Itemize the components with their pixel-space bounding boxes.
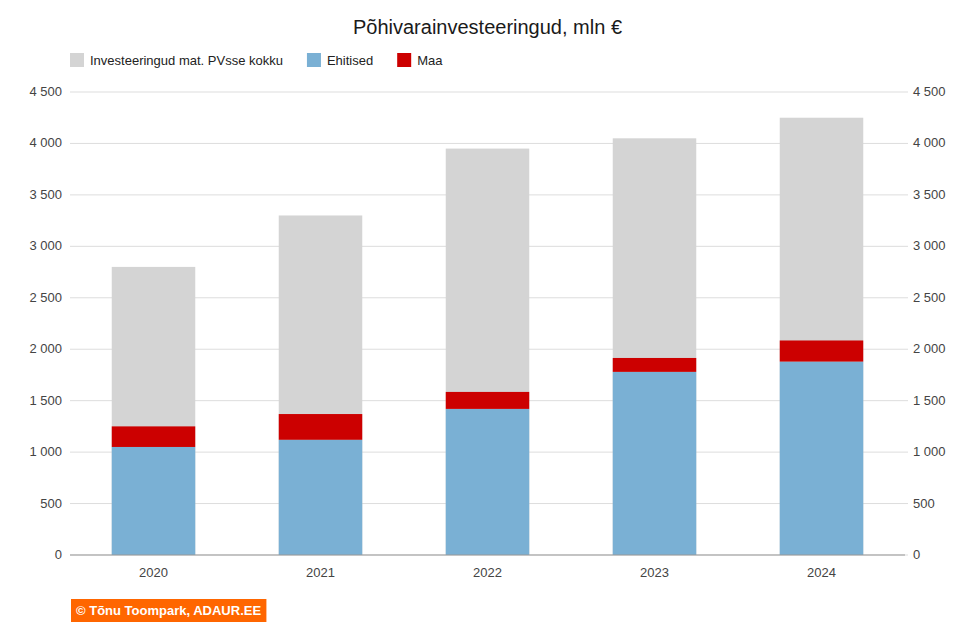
y2-tick-label: 3 000 bbox=[913, 238, 946, 253]
y-tick-label: 2 000 bbox=[29, 341, 62, 356]
legend-label: Maa bbox=[417, 53, 443, 68]
y-tick-label: 4 000 bbox=[29, 135, 62, 150]
y2-tick-label: 3 500 bbox=[913, 187, 946, 202]
grid-line bbox=[70, 92, 905, 93]
grid bbox=[70, 92, 905, 555]
y-tick-label: 3 000 bbox=[29, 238, 62, 253]
y2-tick bbox=[905, 143, 908, 144]
bar bbox=[780, 340, 864, 361]
y2-tick bbox=[905, 452, 908, 453]
y2-tick bbox=[905, 297, 908, 298]
bars bbox=[112, 118, 864, 555]
y2-tick bbox=[905, 555, 908, 556]
legend-swatch bbox=[70, 53, 84, 67]
y-tick-label: 0 bbox=[55, 547, 62, 562]
y2-tick-label: 0 bbox=[913, 547, 920, 562]
watermark-box bbox=[71, 599, 266, 622]
y2-tick bbox=[905, 400, 908, 401]
title: Põhivarainvesteeringud, mln € bbox=[353, 16, 622, 38]
y2-tick bbox=[905, 194, 908, 195]
bar bbox=[780, 118, 864, 555]
legend-label: Investeeringud mat. PVsse kokku bbox=[90, 53, 283, 68]
x-tick-label: 2024 bbox=[807, 565, 836, 580]
bar bbox=[279, 440, 363, 555]
bar bbox=[613, 138, 697, 555]
x-tick-label: 2022 bbox=[473, 565, 502, 580]
chart: Põhivarainvesteeringud, mln € 0 500 1 000 1 … bbox=[0, 0, 975, 637]
y2-tick-label: 2 000 bbox=[913, 341, 946, 356]
y-tick-label: 500 bbox=[40, 496, 62, 511]
bar bbox=[780, 362, 864, 555]
bar bbox=[279, 215, 363, 555]
legend: Investeeringud mat. PVsse kokku Ehitised M… bbox=[70, 53, 443, 68]
y2-tick bbox=[905, 503, 908, 504]
bar bbox=[112, 267, 196, 555]
legend-label: Ehitised bbox=[327, 53, 373, 68]
y2-tick bbox=[905, 349, 908, 350]
x-tick-label: 2021 bbox=[306, 565, 335, 580]
bar bbox=[279, 414, 363, 440]
watermark: © Tõnu Toompark, ADAUR.EE bbox=[71, 599, 266, 622]
y2-tick-label: 4 000 bbox=[913, 135, 946, 150]
bar bbox=[446, 409, 530, 555]
y2-tick-label: 500 bbox=[913, 496, 935, 511]
x-tick-label: 2023 bbox=[640, 565, 669, 580]
y2-tick bbox=[905, 92, 908, 93]
legend-swatch bbox=[397, 53, 411, 67]
bar bbox=[613, 372, 697, 555]
bar bbox=[446, 149, 530, 555]
y2-tick-label: 2 500 bbox=[913, 290, 946, 305]
x-tick-label: 2020 bbox=[139, 565, 168, 580]
y-tick-label: 3 500 bbox=[29, 187, 62, 202]
y-tick-label: 2 500 bbox=[29, 290, 62, 305]
legend-swatch bbox=[307, 53, 321, 67]
x-axis bbox=[70, 555, 905, 556]
watermark-text: © Tõnu Toompark, ADAUR.EE bbox=[76, 603, 261, 618]
y2-tick-label: 1 500 bbox=[913, 393, 946, 408]
y2-tick-label: 1 000 bbox=[913, 444, 946, 459]
y-tick-label: 1 500 bbox=[29, 393, 62, 408]
bar bbox=[446, 392, 530, 409]
y-tick-label: 4 500 bbox=[29, 84, 62, 99]
y2-tick bbox=[905, 246, 908, 247]
bar bbox=[112, 447, 196, 555]
y2-tick-label: 4 500 bbox=[913, 84, 946, 99]
grid-line bbox=[70, 555, 905, 556]
bar bbox=[112, 426, 196, 447]
bar bbox=[613, 358, 697, 372]
y-tick-label: 1 000 bbox=[29, 444, 62, 459]
